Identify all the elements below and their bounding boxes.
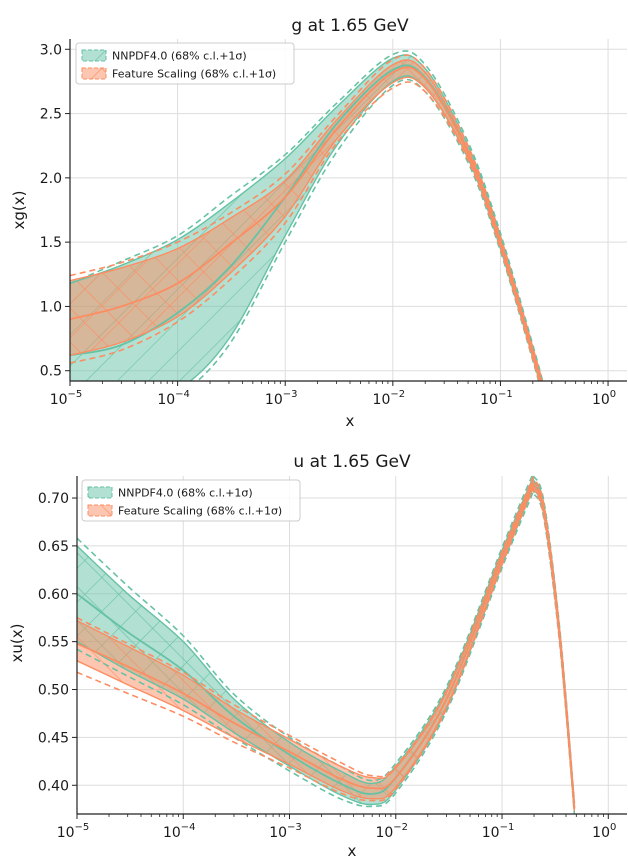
x-tick-label: 10−5 [57, 822, 90, 841]
y-tick-label: 0.70 [38, 491, 69, 507]
band-hatch [70, 59, 542, 381]
y-tick-label: 1.0 [40, 299, 62, 315]
legend: NNPDF4.0 (68% c.l.+1σ) Feature Scaling (… [81, 479, 301, 522]
legend-box [81, 479, 301, 522]
sigma-line-upper [70, 50, 544, 381]
legend-swatch-fs-hatch [88, 505, 112, 516]
x-axis-label: x [348, 842, 357, 858]
x-tick-label: 10−3 [265, 389, 298, 408]
legend-label-fs: Feature Scaling (68% c.l.+1σ) [112, 68, 276, 81]
y-tick-label: 2.5 [40, 107, 62, 123]
x-tick-label: 10−3 [269, 822, 302, 841]
y-tick-label: 0.60 [38, 587, 69, 603]
legend: NNPDF4.0 (68% c.l.+1σ) Feature Scaling (… [75, 42, 295, 85]
central-value-line [77, 482, 576, 809]
band-edge-lower [189, 75, 541, 381]
chart-title: g at 1.65 GeV [291, 16, 409, 36]
axes [65, 39, 627, 386]
legend-label-nnpdf: NNPDF4.0 (68% c.l.+1σ) [112, 50, 247, 63]
uncertainty-bands [70, 50, 544, 381]
x-tick-label: 10−4 [163, 822, 196, 841]
sigma-line-upper [77, 476, 576, 804]
y-tick-label: 0.65 [38, 539, 69, 555]
x-tick-label: 10−5 [50, 389, 83, 408]
uncertainty-bands [77, 476, 576, 814]
x-tick-labels: 10−5 10−4 10−3 10−2 10−1 100 [57, 822, 617, 841]
sigma-line-lower [196, 78, 540, 381]
x-tick-label: 10−2 [375, 822, 408, 841]
central-value-line [70, 66, 542, 381]
legend-swatch-nnpdf-hatch [82, 50, 106, 61]
legend-label-nnpdf: NNPDF4.0 (68% c.l.+1σ) [118, 487, 253, 500]
x-tick-label: 10−4 [157, 389, 190, 408]
legend-label-fs: Feature Scaling (68% c.l.+1σ) [118, 505, 282, 518]
sigma-line-upper [70, 54, 544, 381]
y-tick-labels: 0.40 0.45 0.50 0.55 0.60 0.65 0.70 [38, 491, 69, 794]
x-axis-label: x [346, 412, 355, 430]
y-axis-label: xu(x) [8, 624, 26, 663]
y-tick-label: 3.0 [40, 42, 62, 58]
y-tick-label: 0.45 [38, 730, 69, 746]
y-axis-label: xg(x) [10, 191, 28, 230]
sigma-line-lower [77, 491, 576, 814]
chart-title: u at 1.65 GeV [293, 452, 411, 472]
y-tick-labels: 0.5 1.0 1.5 2.0 2.5 3.0 [40, 42, 62, 379]
y-tick-label: 0.5 [40, 364, 62, 380]
legend-swatch-nnpdf-hatch [88, 487, 112, 498]
y-tick-label: 0.40 [38, 778, 69, 794]
y-tick-label: 0.50 [38, 683, 69, 699]
legend-box [75, 42, 295, 85]
x-tick-label: 10−2 [373, 389, 406, 408]
sigma-line-upper [77, 476, 576, 803]
x-tick-labels: 10−5 10−4 10−3 10−2 10−1 100 [50, 389, 616, 408]
up-quark-chart-panel: u at 1.65 GeV 10−5 10−4 10−3 10−2 10−1 100 0.… [8, 452, 627, 858]
band-hatch [70, 54, 542, 381]
y-tick-label: 1.5 [40, 235, 62, 251]
x-tick-label: 10−1 [482, 822, 515, 841]
x-tick-label: 10−1 [480, 389, 513, 408]
gluon-chart-panel: g at 1.65 GeV 10−5 10−4 10−3 10−2 10−1 100 0.… [10, 16, 627, 430]
x-tick-label: 100 [592, 822, 616, 841]
y-tick-label: 0.55 [38, 635, 69, 651]
band-hatch [77, 477, 575, 813]
x-tick-label: 100 [592, 389, 616, 408]
legend-swatch-fs-hatch [82, 68, 106, 79]
axes [72, 476, 627, 819]
y-tick-label: 2.0 [40, 171, 62, 187]
sigma-line-lower [70, 81, 540, 381]
